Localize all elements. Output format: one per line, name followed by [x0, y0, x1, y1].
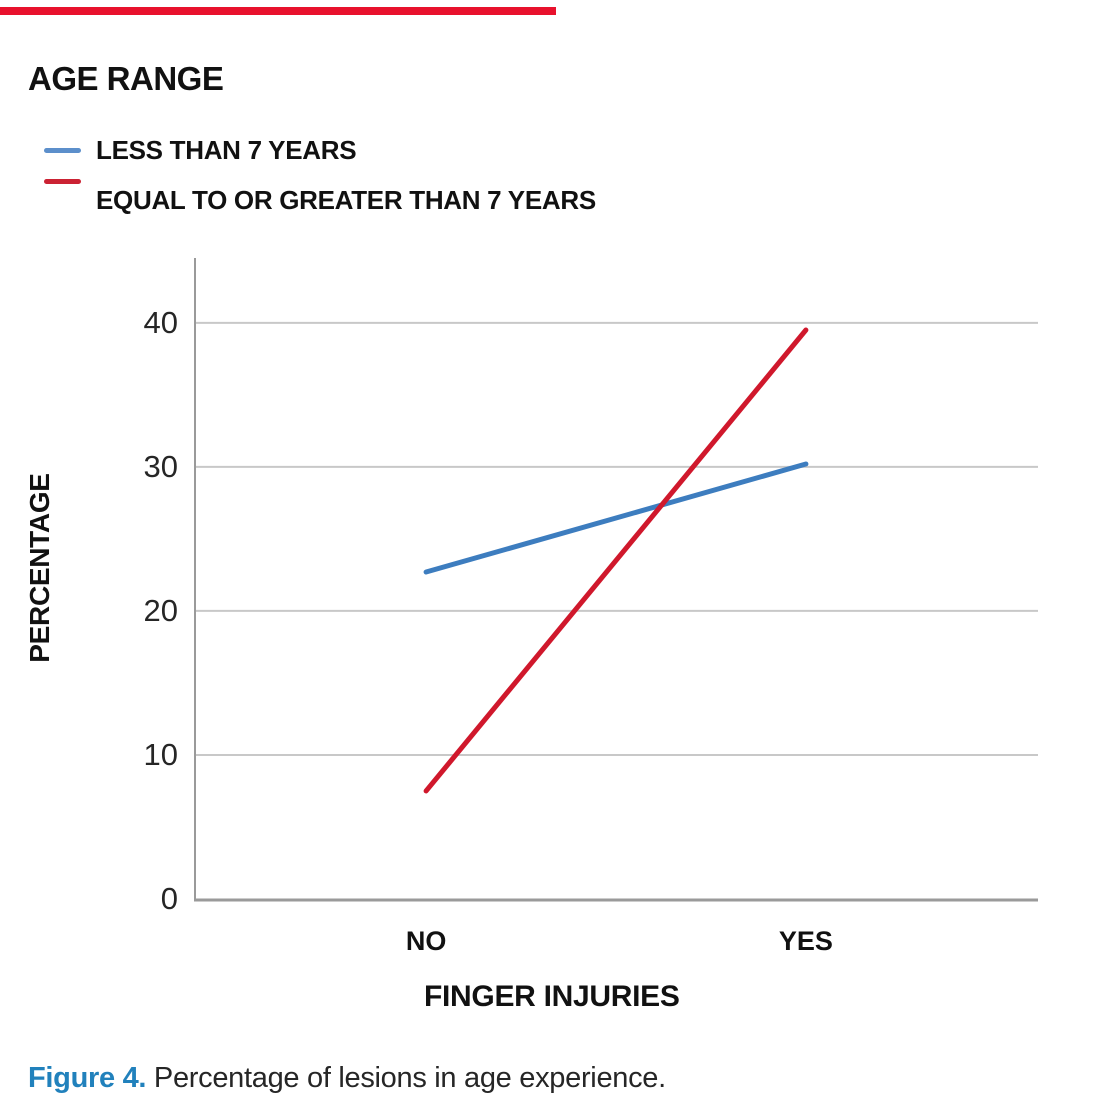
- chart-plot-area: [194, 258, 1038, 902]
- top-red-bar: [0, 7, 556, 15]
- y-tick-label: 0: [160, 881, 178, 916]
- y-tick-label: 20: [143, 592, 178, 628]
- legend-item-label: LESS THAN 7 YEARS: [96, 135, 357, 165]
- x-category-label: NO: [405, 926, 447, 956]
- x-category-label: YES: [778, 926, 833, 956]
- y-tick-label: 30: [143, 448, 178, 484]
- caption-text: Percentage of lesions in age experience.: [146, 1062, 666, 1094]
- x-axis-title: FINGER INJURIES: [424, 980, 680, 1013]
- legend-item-label: EQUAL TO OR GREATER THAN 7 YEARS: [96, 185, 596, 215]
- y-axis-title: PERCENTAGE: [24, 473, 55, 663]
- y-tick-label: 40: [143, 304, 178, 340]
- legend-swatch-icon: [44, 148, 81, 153]
- figure-caption: Figure 4. Percentage of lesions in age e…: [28, 1060, 666, 1096]
- series-line-less-than-7-years: [423, 461, 809, 575]
- legend-title: AGE RANGE: [28, 60, 224, 97]
- legend-swatch-icon: [44, 179, 81, 184]
- y-tick-label: 10: [143, 736, 178, 772]
- series-line-ge-7-years: [423, 327, 809, 794]
- caption-label: Figure 4.: [28, 1062, 147, 1094]
